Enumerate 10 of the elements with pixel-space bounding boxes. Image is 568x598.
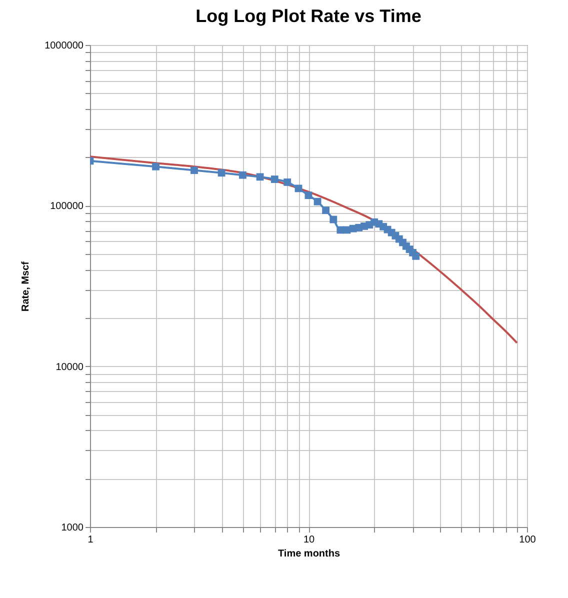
y-tick-label: 10000 xyxy=(56,362,84,373)
x-tick-label: 1 xyxy=(88,534,94,546)
y-axis-title: Rate, Mscf xyxy=(20,260,32,312)
x-tick-label: 10 xyxy=(303,534,315,546)
x-axis-title: Time months xyxy=(278,548,340,560)
y-tick-label: 1000 xyxy=(61,522,84,534)
chart-title: Log Log Plot Rate vs Time xyxy=(196,6,422,26)
y-tick-label: 1000000 xyxy=(44,40,84,52)
x-tick-label: 100 xyxy=(519,534,536,546)
y-tick-label: 100000 xyxy=(50,201,84,212)
